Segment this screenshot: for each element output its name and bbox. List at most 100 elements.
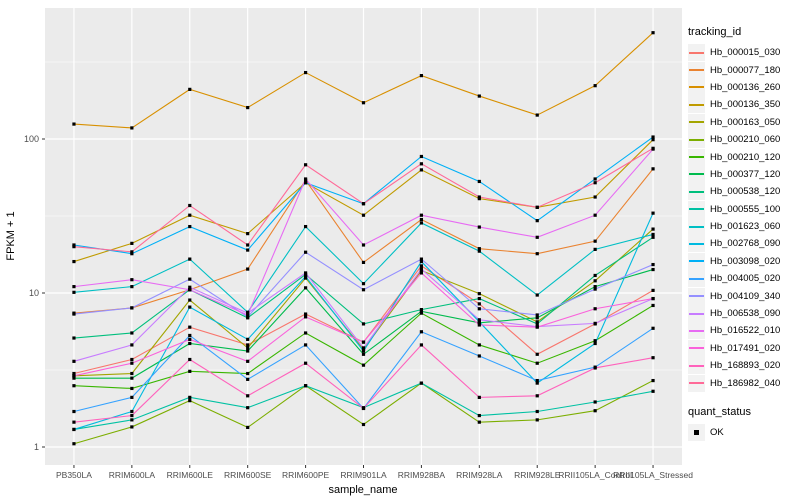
legend-key — [688, 183, 705, 201]
legend-entry-label: Hb_000210_120 — [710, 151, 781, 163]
legend-entry-label: Hb_000538_120 — [710, 186, 781, 198]
data-point — [72, 420, 76, 424]
data-point — [535, 313, 539, 317]
data-point — [246, 377, 250, 381]
x-tick-label: RRIM600PE — [282, 470, 330, 480]
data-point — [593, 181, 597, 185]
x-tick-label: RRIM928BA — [398, 470, 446, 480]
line-swatch-icon — [689, 103, 704, 106]
data-point — [477, 323, 481, 327]
line-swatch-icon — [689, 138, 704, 141]
data-point — [72, 376, 76, 380]
data-point — [361, 282, 366, 286]
data-point — [303, 250, 308, 254]
data-point — [130, 418, 134, 422]
data-point — [419, 271, 424, 275]
data-point — [651, 288, 655, 292]
data-point — [130, 252, 134, 256]
legend-entry: Hb_003098_020 — [688, 252, 800, 270]
data-point — [188, 257, 192, 261]
x-tick-label: RRII105LA_Control — [558, 470, 632, 480]
line-swatch-icon — [689, 260, 704, 263]
data-point — [72, 409, 76, 414]
x-tick-label: RRIM600SE — [224, 470, 272, 480]
data-point — [361, 322, 366, 326]
data-point — [72, 442, 76, 446]
data-point — [535, 205, 539, 209]
data-point — [303, 274, 308, 279]
data-point — [72, 245, 76, 249]
legend-key — [688, 78, 705, 96]
data-point — [188, 399, 192, 403]
data-point — [130, 413, 134, 418]
data-point — [303, 224, 308, 229]
legend-key — [688, 113, 705, 131]
data-point — [188, 285, 192, 289]
data-point — [535, 409, 539, 414]
data-point — [477, 292, 481, 296]
line-swatch-icon — [689, 277, 704, 280]
legend-key — [688, 270, 705, 288]
data-point — [130, 343, 134, 347]
data-point — [130, 395, 134, 399]
data-point — [246, 359, 250, 363]
data-point — [188, 357, 192, 362]
legend: tracking_id Hb_000015_030 Hb_000077_180 Hb… — [688, 26, 800, 441]
data-point — [188, 87, 192, 91]
data-point — [651, 211, 655, 215]
data-point — [477, 296, 481, 301]
legend-key — [688, 322, 705, 340]
data-point — [419, 221, 424, 225]
data-point — [477, 307, 481, 311]
x-tick-label: PB350LA — [56, 470, 92, 480]
data-point — [593, 273, 597, 278]
data-point — [477, 195, 481, 199]
data-point — [188, 288, 192, 292]
data-point — [651, 138, 655, 142]
axis-ticks — [42, 138, 654, 468]
line-swatch-icon — [689, 242, 704, 245]
data-point — [246, 394, 250, 398]
data-point — [246, 243, 250, 247]
data-point — [303, 177, 308, 181]
data-point — [130, 306, 134, 310]
data-point — [593, 287, 597, 291]
data-point — [593, 177, 597, 181]
data-point — [419, 381, 424, 385]
data-point — [477, 320, 481, 324]
data-point — [477, 318, 481, 322]
legend-key — [688, 131, 705, 149]
line-swatch-icon — [689, 382, 704, 385]
x-tick-label: RRIM600LE — [167, 470, 214, 480]
legend-entry: Hb_000015_030 — [688, 44, 800, 62]
data-point — [535, 352, 539, 356]
data-point — [477, 343, 481, 347]
legend-key — [688, 339, 705, 357]
data-point — [188, 213, 192, 217]
data-point — [246, 267, 250, 271]
data-point — [361, 349, 366, 353]
line-swatch-icon — [689, 121, 704, 124]
data-point — [419, 308, 424, 312]
data-point — [651, 135, 655, 139]
x-tick-label: RRIM928LA — [456, 470, 503, 480]
legend-entry: Hb_000077_180 — [688, 61, 800, 79]
data-point — [651, 262, 655, 267]
data-point — [477, 197, 481, 201]
data-point — [535, 394, 539, 398]
data-point — [477, 413, 481, 418]
data-point — [651, 378, 655, 383]
data-point — [361, 202, 366, 206]
legend-entry-label: Hb_168893_020 — [710, 360, 781, 372]
legend-entry: Hb_168893_020 — [688, 357, 800, 375]
legend-entry-label: Hb_002768_090 — [710, 238, 781, 250]
legend-entry-label: Hb_006538_090 — [710, 308, 781, 320]
data-point — [593, 321, 597, 325]
data-point — [651, 326, 655, 330]
data-point — [303, 163, 308, 167]
data-point — [72, 285, 76, 289]
x-tick-label: RRII105LA_Stressed — [613, 470, 693, 480]
series-points — [72, 31, 655, 446]
y-tick-label: 100 — [24, 134, 39, 144]
